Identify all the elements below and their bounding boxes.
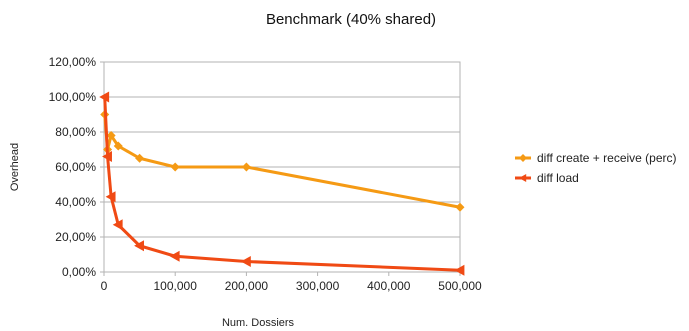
series-1 bbox=[100, 110, 465, 212]
data-point bbox=[135, 153, 145, 163]
x-axis-ticks: 0 100,000 200,000 300,000 400,000 500,000 bbox=[101, 272, 482, 293]
data-point bbox=[105, 191, 116, 203]
y-axis-ticks: 0,00% 20,00% 40,00% 60,00% 80,00% 100,00% 120,… bbox=[49, 55, 104, 279]
data-point bbox=[99, 91, 110, 103]
series-2 bbox=[99, 91, 465, 276]
legend-label: diff load bbox=[537, 171, 579, 185]
chart-title: Benchmark (40% shared) bbox=[266, 11, 436, 28]
x-tick-label: 100,000 bbox=[154, 279, 198, 293]
data-point bbox=[113, 141, 123, 151]
data-point bbox=[102, 151, 112, 162]
x-axis-title: Num. Dossiers bbox=[222, 317, 295, 329]
y-tick-label: 120,00% bbox=[49, 55, 97, 69]
data-point bbox=[455, 202, 465, 212]
y-tick-label: 60,00% bbox=[55, 160, 96, 174]
legend-item: diff load bbox=[515, 171, 579, 185]
gridlines bbox=[104, 61, 460, 273]
legend: diff create + receive (perc) diff load bbox=[515, 151, 677, 185]
series-line bbox=[103, 96, 461, 272]
data-point bbox=[240, 256, 251, 267]
data-point bbox=[112, 219, 123, 231]
y-tick-label: 40,00% bbox=[55, 195, 96, 209]
legend-item: diff create + receive (perc) bbox=[515, 151, 677, 165]
x-tick-label: 500,000 bbox=[438, 279, 482, 293]
legend-swatch-marker bbox=[519, 154, 527, 162]
legend-swatch-marker bbox=[519, 174, 527, 182]
y-tick-label: 80,00% bbox=[55, 125, 96, 139]
y-tick-label: 100,00% bbox=[49, 90, 97, 104]
y-axis-title: Overhead bbox=[9, 143, 21, 191]
x-tick-label: 400,000 bbox=[367, 279, 411, 293]
data-point bbox=[454, 264, 465, 276]
data-point bbox=[170, 162, 180, 172]
x-tick-label: 200,000 bbox=[225, 279, 269, 293]
legend-label: diff create + receive (perc) bbox=[537, 151, 677, 165]
series-line bbox=[103, 114, 461, 209]
x-tick-label: 300,000 bbox=[296, 279, 340, 293]
y-tick-label: 20,00% bbox=[55, 230, 96, 244]
series-group bbox=[99, 91, 465, 276]
y-tick-label: 0,00% bbox=[62, 265, 96, 279]
data-point bbox=[134, 240, 144, 252]
x-tick-label: 0 bbox=[101, 279, 108, 293]
data-point bbox=[106, 131, 116, 140]
data-point bbox=[241, 162, 251, 172]
data-point bbox=[169, 250, 180, 262]
